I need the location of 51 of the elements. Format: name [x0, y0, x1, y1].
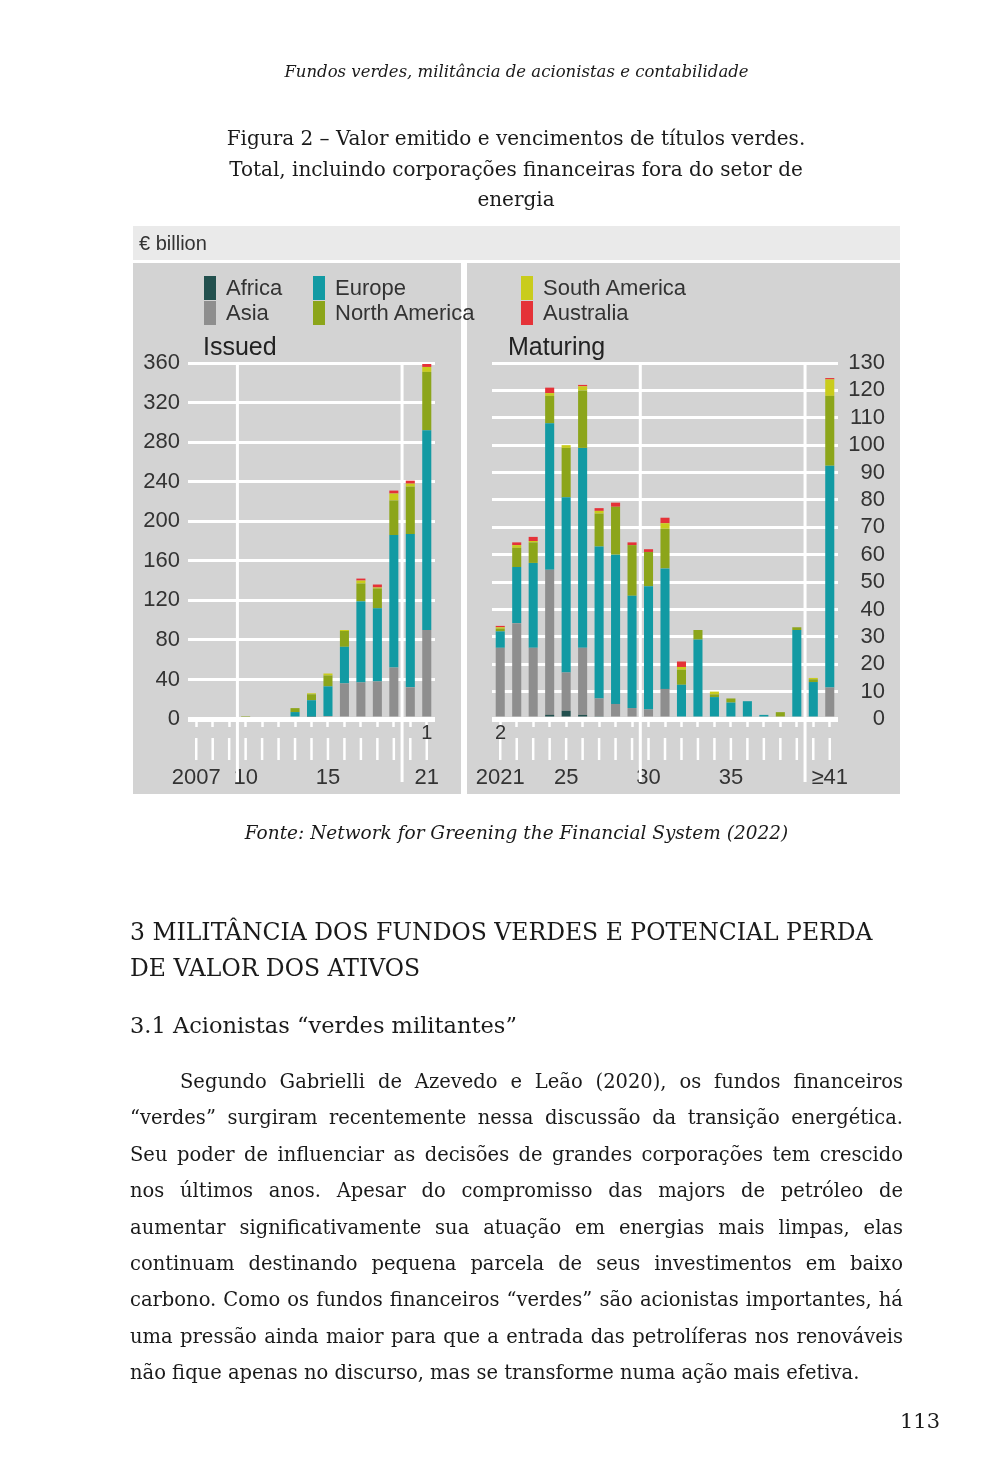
- annotation: 1: [421, 720, 433, 743]
- x-tick-label: 10: [233, 764, 258, 790]
- legend-label: North America: [335, 300, 475, 325]
- text: 3 MILITÂNCIA DOS FUNDOS VERDES E POTENCIAL PERDA DE VALOR DOS ATIVOS: [130, 916, 874, 984]
- y-tick-label: 120: [143, 586, 180, 612]
- legend-label: Australia: [543, 300, 629, 325]
- y2-tick-label: 60: [860, 540, 885, 566]
- y2-tick-label: 100: [848, 431, 885, 457]
- y2-tick-label: 70: [860, 513, 885, 539]
- legend-label: Europe: [335, 275, 406, 300]
- y-axis-title: € billion: [139, 231, 207, 255]
- y2-tick-label: 20: [860, 650, 885, 676]
- x-tick-label: 21: [414, 764, 440, 790]
- y2-tick-label: 80: [860, 485, 885, 511]
- y2-tick-label: 0: [872, 705, 885, 731]
- x-tick-label: 35: [718, 764, 744, 790]
- legend-label: Asia: [226, 300, 269, 325]
- y2-tick-label: 50: [860, 568, 885, 594]
- y-tick-label: 240: [143, 467, 180, 493]
- x-tick-label: 2021: [475, 764, 525, 790]
- x-tick-label: 25: [553, 764, 579, 790]
- text: 3.1 Acionistas “verdes militantes”: [130, 1011, 518, 1040]
- chart-subtitle: Issued: [203, 331, 277, 361]
- y-tick-label: 280: [143, 428, 180, 454]
- chart-subtitle: Maturing: [508, 331, 606, 361]
- y-tick-label: 320: [143, 388, 180, 414]
- y-tick-label: 40: [155, 665, 180, 691]
- x-tick-label: ≥41: [811, 764, 849, 790]
- source-note: Fonte: Network for Greening the Financial System (2022): [243, 821, 790, 845]
- y2-tick-label: 10: [860, 677, 885, 703]
- y-tick-label: 0: [167, 705, 180, 731]
- y2-tick-label: 40: [860, 595, 885, 621]
- legend-label: Africa: [226, 275, 283, 300]
- x-tick-label: 30: [636, 764, 661, 790]
- legend-label: South America: [543, 275, 687, 300]
- text: Fundos verdes, militância de acionistas e contabilidade: [283, 61, 750, 83]
- y-tick-label: 200: [143, 507, 180, 533]
- y-tick-label: 80: [155, 625, 180, 651]
- text: 113: [898, 1408, 940, 1435]
- text: 2: [495, 720, 507, 743]
- text: Segundo Gabrielli de Azevedo e Leão (2020), os fundos financeiros “verdes” surgiram recentemente nessa discussão da transição energética. Seu poder de influenciar as decisões de grandes corporações tem crescido nos últimos anos. Apesar do compromisso das majors de petróleo de aumentar significativamente sua atuação em energias mais limpas, elas continuam destinando pequena parcela de seus investimentos em baixo carbono. Como os fundos financeiros “verdes” são acionistas importantes, há uma pressão ainda maior para que a entrada das petrolíferas nos renováveis não fique apenas no discurso, mas se transforme numa ação mais efetiva.: [130, 1070, 903, 1385]
- y-tick-label: 360: [143, 349, 180, 375]
- y2-tick-label: 30: [860, 622, 885, 648]
- y2-tick-label: 130: [848, 349, 885, 375]
- y2-tick-label: 90: [860, 458, 885, 484]
- text: Figura 2 – Valor emitido e vencimentos de títulos verdes. Total, incluindo corporações financeiras fora do setor de energia: [225, 125, 807, 213]
- x-tick-label: 15: [315, 764, 341, 790]
- x-tick-label: 2007: [171, 764, 221, 790]
- y2-tick-label: 120: [848, 376, 885, 402]
- y2-tick-label: 110: [849, 403, 885, 429]
- y-tick-label: 160: [143, 546, 180, 572]
